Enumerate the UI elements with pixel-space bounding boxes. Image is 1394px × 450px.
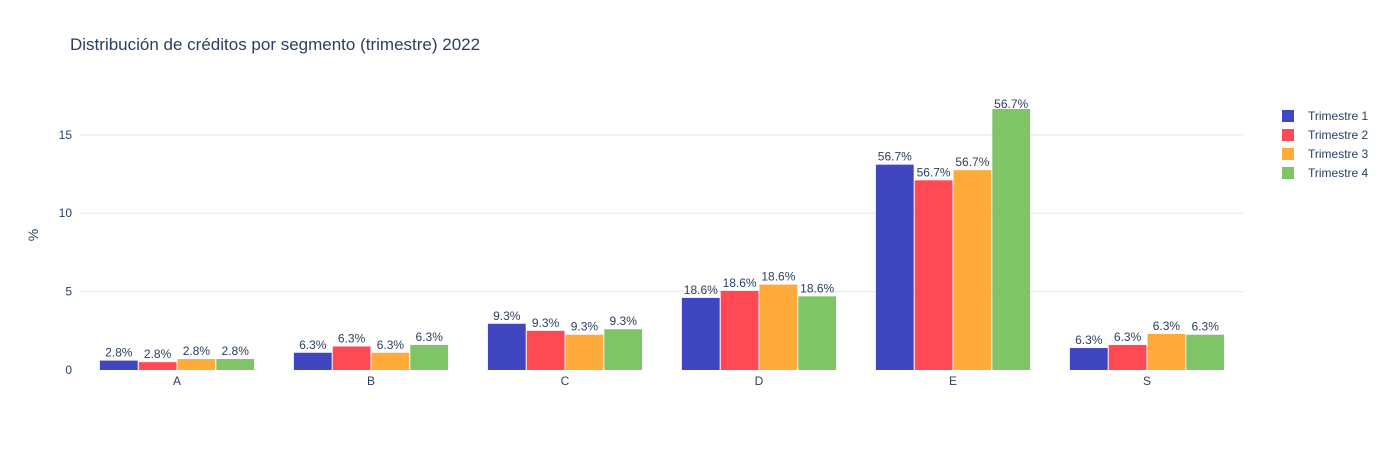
bar-label-e-series-2: 56.7% [917,165,951,179]
bar-label-d-series-4: 18.6% [800,281,834,295]
bar-c-series-1[interactable] [487,323,526,370]
x-tick-label-s: S [1143,374,1151,388]
bar-label-s-series-4: 6.3% [1192,320,1220,334]
bar-s-series-1[interactable] [1069,348,1108,370]
legend-item-1[interactable]: Trimestre 1 [1308,109,1369,123]
bar-s-series-4[interactable] [1186,334,1225,370]
bar-d-series-3[interactable] [759,284,798,370]
bar-d-series-2[interactable] [720,290,759,370]
bar-a-series-1[interactable] [99,360,138,370]
bar-label-b-series-2: 6.3% [338,331,366,345]
legend-item-4[interactable]: Trimestre 4 [1308,166,1369,180]
bar-label-e-series-4: 56.7% [994,97,1028,111]
bar-label-c-series-1: 9.3% [493,309,521,323]
chart-title: Distribución de créditos por segmento (t… [70,35,480,54]
grid-layer [80,134,1244,293]
bar-label-s-series-1: 6.3% [1075,333,1103,347]
legend-item-2[interactable]: Trimestre 2 [1308,128,1369,142]
bar-d-series-4[interactable] [798,296,837,370]
legend-swatch-2[interactable] [1282,129,1294,141]
bar-label-s-series-2: 6.3% [1114,330,1142,344]
bar-b-series-1[interactable] [293,352,332,370]
legend-swatch-1[interactable] [1282,110,1294,122]
bar-a-series-3[interactable] [177,359,216,370]
bar-c-series-3[interactable] [565,334,604,370]
bar-labels-layer: 2.8% 2.8% 2.8% 2.8% 6.3% 6.3% 6.3% 6.3% 9.3% 9.3%… [105,97,1219,361]
bars-layer [99,109,1225,370]
x-tick-label-a: A [173,374,181,388]
bar-b-series-2[interactable] [332,346,371,370]
x-tick-label-e: E [949,374,957,388]
legend-swatch-3[interactable] [1282,148,1294,160]
y-axis-title: % [25,229,41,241]
bar-label-s-series-3: 6.3% [1153,319,1181,333]
legend[interactable]: Trimestre 1 Trimestre 2 Trimestre 3 Trimest… [1282,109,1369,180]
bar-c-series-2[interactable] [526,330,565,370]
y-tick-label-1: 5 [65,285,72,299]
bar-a-series-4[interactable] [216,359,255,370]
bar-label-a-series-1: 2.8% [105,346,133,360]
bar-label-c-series-3: 9.3% [571,320,599,334]
bar-label-c-series-2: 9.3% [532,316,560,330]
bar-label-e-series-3: 56.7% [955,155,989,169]
bar-label-e-series-1: 56.7% [878,150,912,164]
legend-swatch-4[interactable] [1282,167,1294,179]
y-tick-label-0: 0 [65,363,72,377]
bar-s-series-2[interactable] [1108,344,1147,370]
legend-item-3[interactable]: Trimestre 3 [1308,147,1369,161]
bar-label-a-series-4: 2.8% [222,344,250,358]
x-tick-label-d: D [755,374,764,388]
bar-e-series-2[interactable] [914,180,953,370]
bar-e-series-4[interactable] [992,109,1031,370]
bar-label-d-series-2: 18.6% [723,276,757,290]
bar-label-b-series-1: 6.3% [299,338,327,352]
x-tick-label-b: B [367,374,375,388]
bar-label-b-series-3: 6.3% [377,338,405,352]
bar-label-d-series-3: 18.6% [761,270,795,284]
bar-label-d-series-1: 18.6% [684,283,718,297]
bar-e-series-1[interactable] [875,164,914,370]
bar-label-c-series-4: 9.3% [610,314,638,328]
bar-a-series-2[interactable] [138,362,177,370]
bar-e-series-3[interactable] [953,170,992,370]
bar-c-series-4[interactable] [604,329,643,370]
y-tick-labels-layer: 0 5 10 15 [59,128,73,377]
bar-s-series-3[interactable] [1147,333,1186,370]
y-tick-label-3: 15 [59,128,73,142]
y-tick-label-2: 10 [59,206,73,220]
x-tick-label-c: C [561,374,570,388]
bar-label-b-series-4: 6.3% [416,330,444,344]
bar-label-a-series-3: 2.8% [183,344,211,358]
bar-label-a-series-2: 2.8% [144,347,172,361]
bar-b-series-3[interactable] [371,352,410,370]
bar-b-series-4[interactable] [410,344,449,370]
bar-d-series-1[interactable] [681,297,720,370]
